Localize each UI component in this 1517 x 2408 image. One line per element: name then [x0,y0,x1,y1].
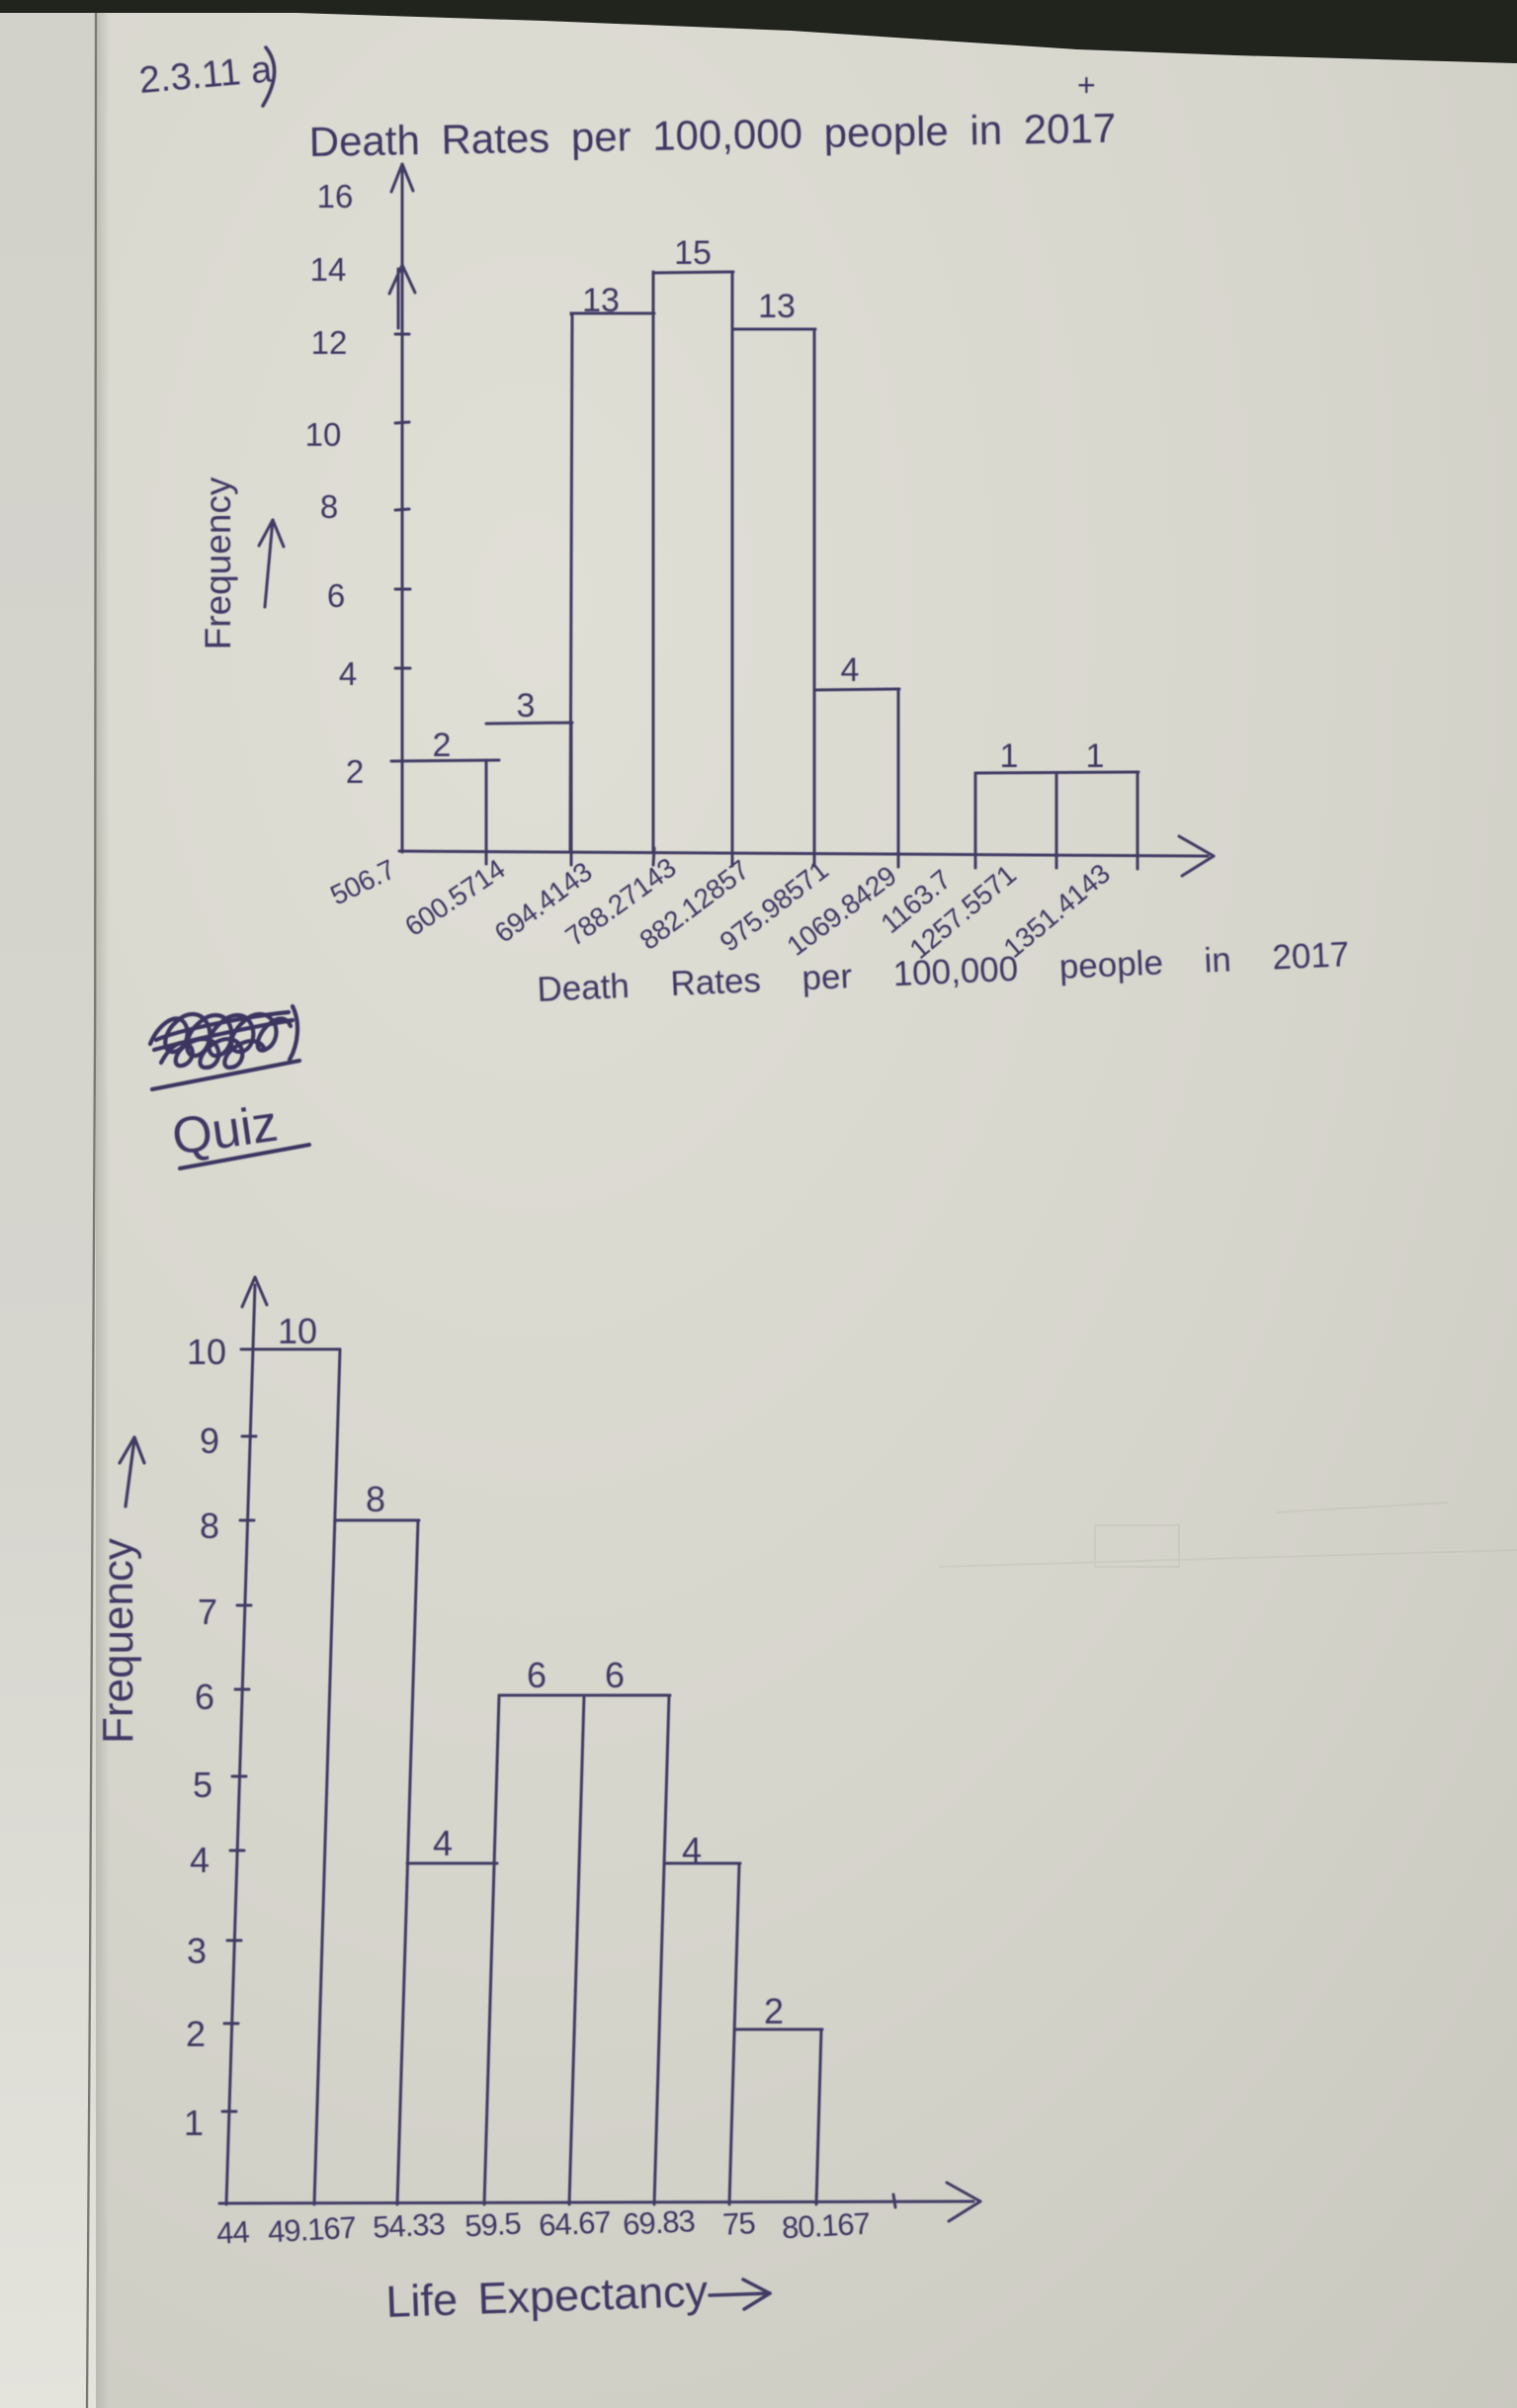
svg-text:8: 8 [200,1505,219,1546]
svg-text:Frequency: Frequency [198,476,238,649]
svg-text:4: 4 [841,651,860,689]
svg-text:6: 6 [527,1655,547,1695]
svg-text:1: 1 [1086,737,1105,775]
svg-text:13: 13 [582,282,620,319]
svg-text:Frequency: Frequency [94,1538,142,1744]
svg-text:1: 1 [1000,737,1019,775]
svg-text:80.167: 80.167 [781,2206,871,2246]
svg-text:8: 8 [320,488,338,525]
svg-text:4: 4 [339,655,357,692]
svg-text:10: 10 [187,1332,226,1372]
svg-text:2: 2 [186,2014,206,2054]
svg-text:49.167: 49.167 [267,2210,357,2250]
svg-text:44: 44 [215,2214,250,2251]
svg-text:4: 4 [190,1840,210,1880]
svg-text:4: 4 [682,1830,702,1870]
svg-text:Life Expectancy: Life Expectancy [385,2266,710,2327]
svg-text:1: 1 [184,2103,204,2143]
svg-text:3: 3 [517,687,536,725]
svg-text:6: 6 [195,1677,214,1717]
svg-text:6: 6 [327,577,345,614]
svg-text:16: 16 [317,178,354,215]
svg-text:2: 2 [764,1991,784,2031]
svg-text:3: 3 [187,1931,207,1971]
svg-text:69.83: 69.83 [622,2203,695,2242]
svg-text:6: 6 [605,1655,625,1695]
svg-text:8: 8 [366,1479,385,1519]
svg-text:54.33: 54.33 [372,2206,445,2245]
svg-text:75: 75 [721,2205,755,2242]
svg-text:14: 14 [310,251,347,288]
svg-text:+: + [1077,67,1096,103]
svg-text:4: 4 [433,1823,453,1863]
svg-text:13: 13 [758,288,796,325]
svg-text:10: 10 [305,416,342,453]
svg-text:12: 12 [311,324,348,361]
svg-text:9: 9 [200,1420,219,1461]
svg-text:10: 10 [278,1311,317,1351]
svg-text:2: 2 [433,727,452,764]
svg-text:64.67: 64.67 [538,2204,611,2243]
svg-text:7: 7 [198,1591,217,1632]
svg-text:5: 5 [193,1764,212,1805]
svg-text:2: 2 [346,753,364,790]
svg-text:15: 15 [674,234,712,272]
svg-text:59.5: 59.5 [464,2206,521,2244]
